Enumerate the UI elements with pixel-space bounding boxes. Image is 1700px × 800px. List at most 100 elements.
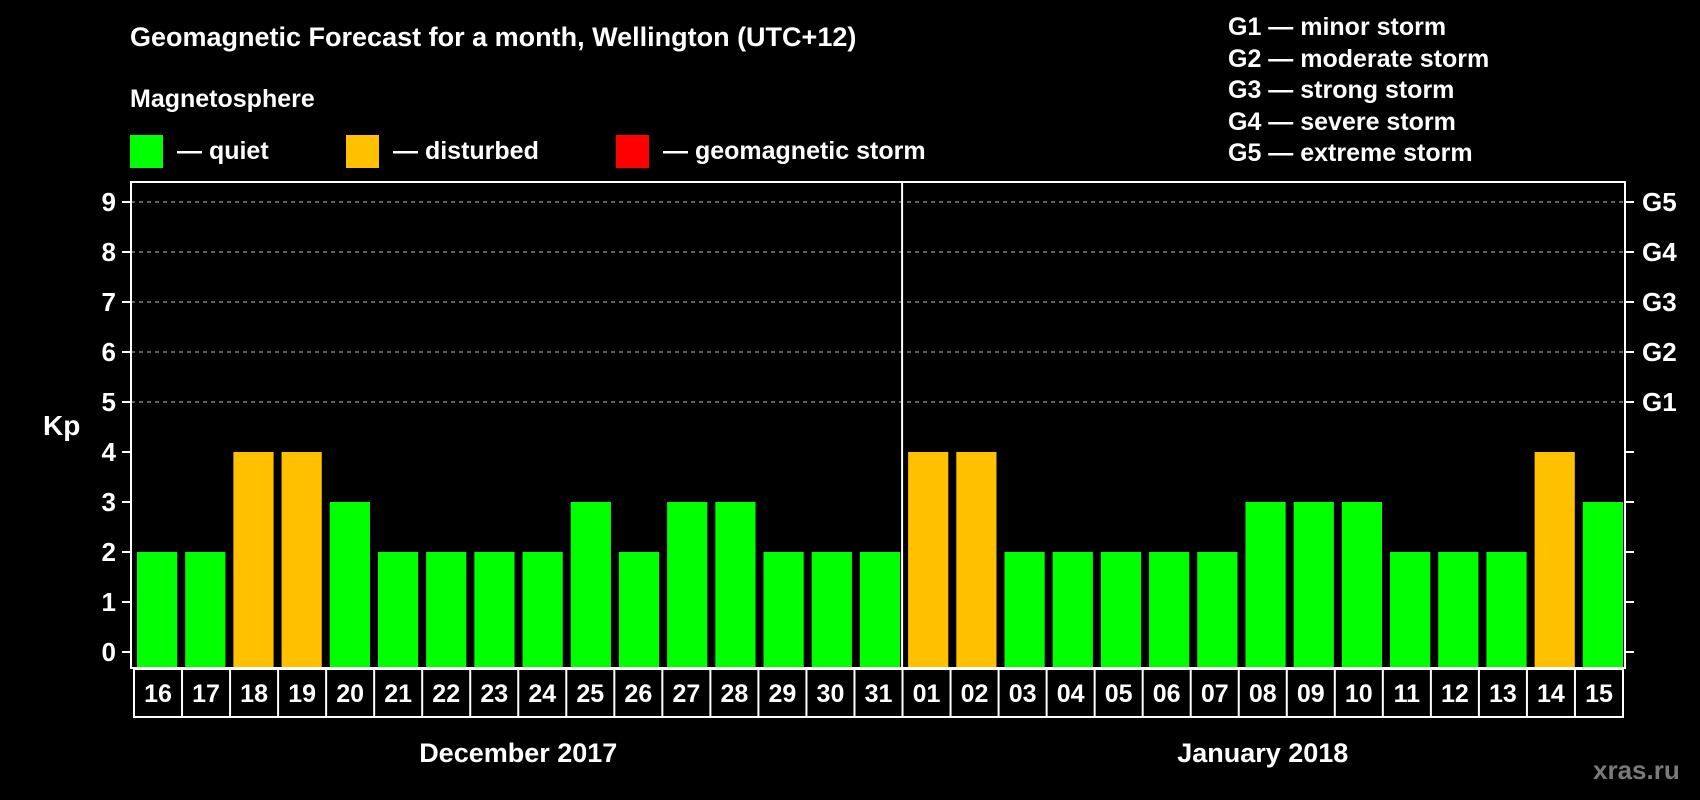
y-tick-label: 6 [101, 337, 116, 367]
bar-29 [763, 552, 804, 668]
legend-item-disturbed: — disturbed [346, 135, 539, 168]
legend-item-storm: — geomagnetic storm [616, 135, 926, 168]
day-label: 10 [1345, 680, 1373, 708]
day-label: 23 [480, 680, 508, 708]
legend-item-quiet: — quiet [130, 135, 269, 168]
day-label: 27 [672, 680, 700, 708]
storm-scale-legend: G1 — minor storm G2 — moderate storm G3 … [1228, 12, 1489, 170]
y-tick-label: 9 [101, 187, 116, 217]
day-label: 05 [1105, 680, 1133, 708]
day-label: 31 [865, 680, 893, 708]
bar-19 [281, 452, 322, 668]
bar-15 [1582, 502, 1623, 668]
day-label: 18 [240, 680, 268, 708]
bar-18 [233, 452, 274, 668]
bar-04 [1052, 552, 1093, 668]
bar-02 [956, 452, 997, 668]
watermark: xras.ru [1593, 755, 1680, 785]
legend-swatch-disturbed [346, 135, 379, 168]
bar-17 [185, 552, 226, 668]
bar-07 [1197, 552, 1238, 668]
y-tick-label: 3 [101, 487, 116, 517]
day-label: 29 [769, 680, 797, 708]
chart-title: Geomagnetic Forecast for a month, Wellin… [130, 22, 857, 52]
bar-16 [137, 552, 178, 668]
storm-level-label-g2: G2 [1642, 337, 1677, 367]
y-tick-label: 7 [101, 287, 116, 317]
bar-09 [1293, 502, 1334, 668]
month-label: December 2017 [419, 738, 618, 768]
day-label: 15 [1585, 680, 1613, 708]
day-label: 19 [288, 680, 316, 708]
bar-14 [1534, 452, 1575, 668]
day-label: 04 [1057, 680, 1085, 708]
bar-31 [859, 552, 901, 668]
day-label: 08 [1249, 680, 1277, 708]
day-label: 09 [1297, 680, 1325, 708]
day-label: 12 [1441, 680, 1469, 708]
plot-border [130, 181, 1626, 669]
bar-20 [329, 502, 370, 668]
bar-11 [1390, 552, 1431, 668]
bar-03 [1004, 552, 1045, 668]
storm-scale-g3: G3 — strong storm [1228, 76, 1455, 105]
bars [137, 452, 1623, 668]
day-label: 11 [1394, 680, 1421, 708]
y-tick-label: 4 [101, 437, 116, 467]
bar-24 [522, 552, 563, 668]
storm-scale-g5: G5 — extreme storm [1228, 139, 1473, 168]
day-label: 02 [961, 680, 989, 708]
day-label-row [133, 668, 1624, 718]
day-label: 28 [720, 680, 748, 708]
storm-scale-g2: G2 — moderate storm [1228, 44, 1490, 73]
day-label: 21 [384, 680, 412, 708]
day-label: 30 [817, 680, 845, 708]
day-label: 07 [1201, 680, 1229, 708]
storm-level-label-g5: G5 [1642, 187, 1677, 217]
bar-01 [908, 452, 949, 668]
legend-swatch-storm [616, 135, 649, 168]
legend-label-storm: — geomagnetic storm [663, 137, 926, 165]
day-label: 24 [528, 680, 556, 708]
y-tick-label: 1 [101, 587, 116, 617]
bar-23 [474, 552, 515, 668]
day-label: 06 [1153, 680, 1181, 708]
y-tick-label: 5 [101, 387, 116, 417]
day-labels: 16 17 18 19 20 21 22 23 24 25 26 27 28 29 30 31 01 02 03 04… [133, 668, 1624, 718]
bar-06 [1149, 552, 1190, 668]
y-tick-label: 0 [101, 637, 116, 667]
day-label: 20 [336, 680, 364, 708]
storm-level-label-g1: G1 [1642, 387, 1677, 417]
bar-27 [667, 502, 708, 668]
bar-22 [426, 552, 467, 668]
bar-10 [1341, 502, 1383, 668]
day-label: 01 [913, 680, 941, 708]
plot-frame [122, 181, 1634, 669]
day-label: 22 [432, 680, 460, 708]
bar-05 [1100, 552, 1142, 668]
storm-scale-g4: G4 — severe storm [1228, 107, 1456, 136]
bar-12 [1438, 552, 1479, 668]
day-label: 16 [144, 680, 172, 708]
bar-25 [570, 502, 611, 668]
legend-label-quiet: — quiet [177, 137, 269, 165]
day-label: 17 [192, 680, 220, 708]
bar-26 [618, 552, 660, 668]
bar-21 [377, 552, 419, 668]
day-label: 13 [1489, 680, 1517, 708]
month-label: January 2018 [1177, 738, 1349, 768]
bar-13 [1486, 552, 1527, 668]
y-tick-label: 2 [101, 537, 116, 567]
day-label: 26 [624, 680, 652, 708]
bar-28 [715, 502, 756, 668]
bar-30 [811, 552, 852, 668]
chart-subtitle: Magnetosphere [130, 85, 315, 113]
day-label: 14 [1537, 680, 1565, 708]
day-label: 25 [576, 680, 604, 708]
storm-scale-g1: G1 — minor storm [1228, 13, 1447, 41]
day-label: 03 [1009, 680, 1037, 708]
bar-08 [1245, 502, 1286, 668]
storm-level-label-g4: G4 [1642, 237, 1677, 267]
gridlines [131, 201, 1625, 403]
storm-level-label-g3: G3 [1642, 287, 1677, 317]
